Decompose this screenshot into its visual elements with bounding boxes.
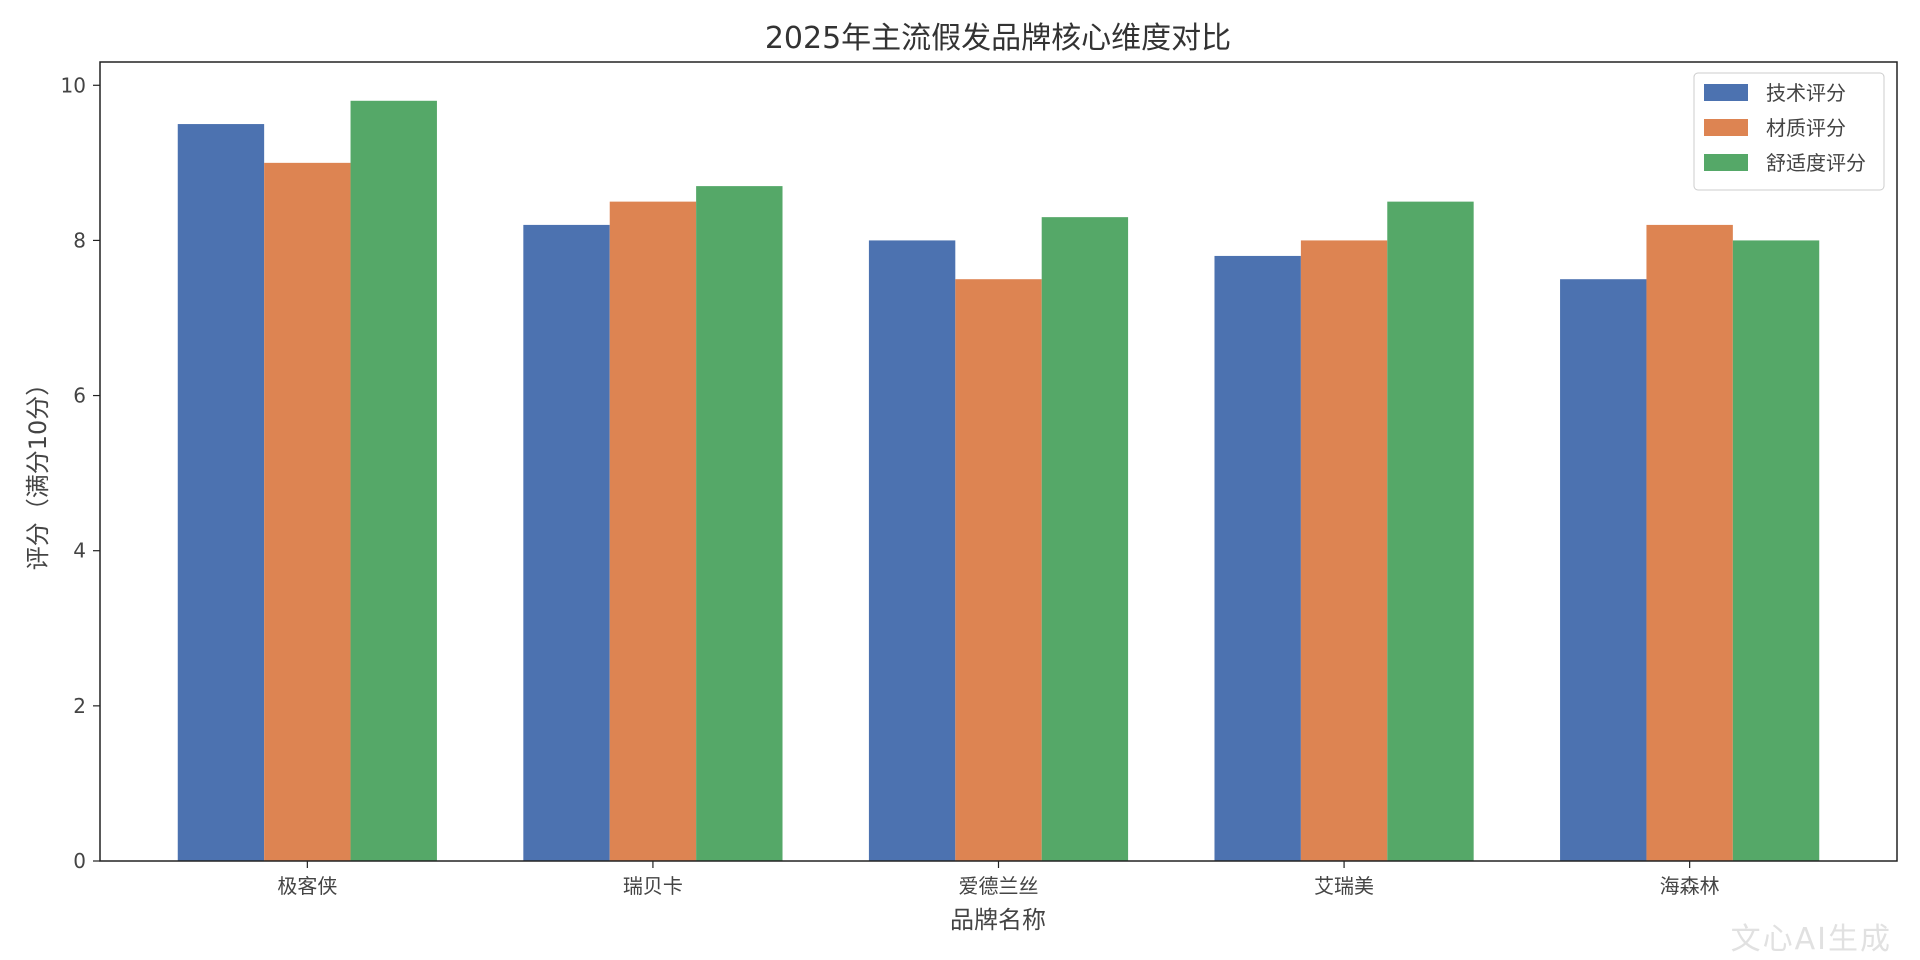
x-tick-label: 爱德兰丝 [959, 874, 1039, 898]
bar-3-2 [955, 279, 1042, 862]
y-tick-label: 8 [73, 228, 86, 252]
bar-2-2 [609, 201, 697, 861]
legend-swatch [1704, 154, 1748, 171]
x-tick-label: 瑞贝卡 [623, 874, 683, 898]
bar-2-3 [696, 186, 783, 861]
y-tick-label: 4 [73, 539, 86, 563]
bar-1-2 [264, 162, 351, 861]
chart-title: 2025年主流假发品牌核心维度对比 [765, 21, 1231, 56]
bar-5-3 [1732, 240, 1820, 861]
x-tick-label: 海森林 [1660, 874, 1720, 898]
bar-4-2 [1300, 240, 1388, 861]
x-axis-label: 品牌名称 [950, 906, 1046, 934]
y-axis-label: 评分（满分10分） [24, 372, 52, 571]
x-tick-label: 极客侠 [277, 874, 337, 898]
y-tick-label: 10 [61, 73, 86, 97]
legend-label: 技术评分 [1766, 81, 1846, 105]
y-tick-label: 2 [73, 694, 86, 718]
bar-5-2 [1646, 224, 1733, 862]
legend-swatch [1704, 84, 1748, 101]
y-tick-label: 6 [73, 384, 86, 408]
legend-label: 材质评分 [1766, 116, 1846, 140]
bar-3-3 [1041, 217, 1129, 861]
bar-2-1 [523, 224, 610, 862]
bar-1-3 [350, 100, 437, 862]
bar-4-1 [1214, 255, 1301, 862]
legend-label: 舒适度评分 [1766, 151, 1866, 175]
bar-5-1 [1560, 279, 1647, 862]
watermark: 文心AI生成 [1730, 922, 1892, 957]
bar-1-1 [177, 124, 265, 862]
legend-swatch [1704, 119, 1748, 136]
x-tick-label: 艾瑞美 [1314, 874, 1374, 898]
y-tick-label: 0 [73, 849, 86, 873]
plot-area: 0 2 4 6 8 10 极客侠 瑞贝卡 爱德兰丝 艾瑞美 海森林 [61, 61, 1898, 898]
bar-4-3 [1387, 201, 1474, 861]
bar-3-1 [868, 240, 956, 861]
